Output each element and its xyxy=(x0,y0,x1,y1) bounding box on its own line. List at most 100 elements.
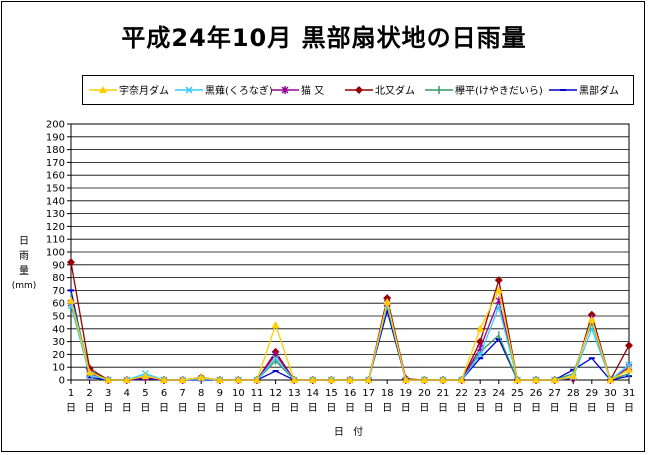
x-tick-suffix: 日 xyxy=(419,403,429,414)
x-tick-suffix: 日 xyxy=(289,403,299,414)
x-tick-suffix: 日 xyxy=(605,403,615,414)
y-tick-label: 90 xyxy=(52,260,65,271)
y-tick-label: 70 xyxy=(52,286,65,297)
x-axis-label: 日 付 xyxy=(333,427,367,438)
x-tick-label: 25 xyxy=(511,388,524,399)
x-tick-suffix: 日 xyxy=(66,403,76,414)
y-tick-label: 130 xyxy=(46,209,65,220)
data-point-s1-d9 xyxy=(215,376,224,383)
data-point-s1-d20 xyxy=(420,376,429,383)
data-point-s1-d22 xyxy=(457,376,466,383)
x-tick-label: 3 xyxy=(105,388,111,399)
data-point-s1-d1 xyxy=(67,296,75,304)
x-tick-suffix: 日 xyxy=(326,403,336,414)
data-point-s1-d4 xyxy=(122,376,131,383)
data-point-s1-d26 xyxy=(532,376,540,383)
legend-marker-icon xyxy=(549,89,577,91)
legend-label: 欅平(けやきだいら) xyxy=(455,86,543,97)
y-tick-label: 110 xyxy=(46,235,65,246)
x-tick-suffix: 日 xyxy=(308,403,318,414)
x-tick-suffix: 日 xyxy=(159,403,169,414)
x-tick-suffix: 日 xyxy=(401,403,411,414)
x-tick-suffix: 日 xyxy=(382,403,392,414)
data-point-s1-d18 xyxy=(383,297,392,305)
data-point-s2-d23 xyxy=(476,350,484,358)
x-tick-suffix: 日 xyxy=(457,403,467,414)
y-tick-label: 80 xyxy=(52,273,65,284)
x-tick-suffix: 日 xyxy=(587,403,597,414)
x-tick-suffix: 日 xyxy=(215,403,225,414)
x-tick-label: 10 xyxy=(232,388,245,399)
x-tick-suffix: 日 xyxy=(475,403,485,414)
data-point-s1-d3 xyxy=(104,376,113,383)
legend-label: 黒部ダム xyxy=(579,86,619,97)
x-tick-suffix: 日 xyxy=(103,403,113,414)
y-tick-label: 150 xyxy=(46,184,65,195)
x-tick-label: 19 xyxy=(399,388,412,399)
y-tick-label: 140 xyxy=(46,196,65,207)
y-tick-label: 160 xyxy=(46,171,65,182)
x-tick-label: 26 xyxy=(530,388,543,399)
x-tick-label: 27 xyxy=(548,388,561,399)
x-tick-suffix: 日 xyxy=(85,403,95,414)
y-tick-label: 120 xyxy=(46,222,65,233)
data-point-s1-d11 xyxy=(253,376,261,383)
y-axis-label: 日雨量 (mm) xyxy=(10,234,38,294)
data-point-s2-d31 xyxy=(625,361,633,369)
x-tick-label: 7 xyxy=(179,388,185,399)
x-tick-suffix: 日 xyxy=(345,403,355,414)
x-tick-suffix: 日 xyxy=(531,403,541,414)
x-tick-suffix: 日 xyxy=(568,403,578,414)
x-tick-suffix: 日 xyxy=(196,403,206,414)
y-tick-label: 60 xyxy=(52,299,65,310)
y-tick-label: 40 xyxy=(52,324,65,335)
y-tick-label: 0 xyxy=(59,376,65,387)
x-tick-label: 21 xyxy=(437,388,450,399)
data-point-s1-d12 xyxy=(271,320,280,328)
y-tick-label: 20 xyxy=(52,350,65,361)
x-tick-suffix: 日 xyxy=(624,403,634,414)
legend-label: 宇奈月ダム xyxy=(119,86,169,97)
legend-label: 北又ダム xyxy=(375,86,415,97)
x-tick-suffix: 日 xyxy=(494,403,504,414)
x-tick-label: 16 xyxy=(344,388,357,399)
x-tick-label: 22 xyxy=(455,388,468,399)
legend-marker-icon xyxy=(345,86,373,94)
x-tick-suffix: 日 xyxy=(512,403,522,414)
data-point-s1-d8 xyxy=(197,373,206,381)
data-point-s1-d16 xyxy=(346,376,354,383)
x-tick-label: 1 xyxy=(68,388,74,399)
legend-marker-icon xyxy=(175,86,203,94)
data-point-s6-d1 xyxy=(68,289,74,292)
y-tick-label: 170 xyxy=(46,158,65,169)
x-tick-label: 12 xyxy=(269,388,282,399)
x-tick-label: 24 xyxy=(492,388,505,399)
x-tick-label: 17 xyxy=(362,388,375,399)
data-point-s1-d2 xyxy=(85,368,94,376)
x-tick-label: 18 xyxy=(381,388,394,399)
data-point-s1-d14 xyxy=(308,376,317,383)
legend-marker-icon xyxy=(425,86,453,94)
data-point-s6-d18 xyxy=(384,309,391,312)
data-point-s6-d23 xyxy=(477,357,484,360)
data-point-s4-d24 xyxy=(494,276,503,285)
legend-marker-icon xyxy=(271,86,299,94)
x-tick-label: 9 xyxy=(217,388,223,399)
x-tick-suffix: 日 xyxy=(550,403,560,414)
y-tick-label: 30 xyxy=(52,337,65,348)
data-point-s1-d10 xyxy=(234,376,243,383)
data-point-s1-d28 xyxy=(569,372,578,380)
data-point-s1-d21 xyxy=(439,376,447,383)
x-tick-label: 14 xyxy=(306,388,319,399)
y-tick-label: 200 xyxy=(46,120,65,131)
data-point-s1-d6 xyxy=(160,376,168,383)
data-point-s2-d12 xyxy=(272,354,280,362)
x-tick-label: 11 xyxy=(251,388,264,399)
data-point-s1-d27 xyxy=(550,376,559,383)
data-point-s2-d24 xyxy=(495,303,503,311)
x-tick-suffix: 日 xyxy=(271,403,281,414)
data-point-s1-d23 xyxy=(476,324,485,332)
x-tick-label: 13 xyxy=(288,388,301,399)
chart-legend: 宇奈月ダム 黒薙(くろなぎ) 猫 又 北又ダム 欅平(けやきだいら) xyxy=(82,75,634,105)
